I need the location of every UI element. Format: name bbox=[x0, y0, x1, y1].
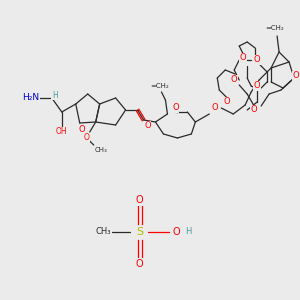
Text: OH: OH bbox=[56, 128, 68, 136]
Text: O: O bbox=[136, 259, 143, 269]
Text: =CH₂: =CH₂ bbox=[266, 25, 284, 31]
Text: O: O bbox=[78, 124, 85, 134]
Text: O: O bbox=[136, 195, 143, 205]
Text: S: S bbox=[136, 227, 143, 237]
Text: H: H bbox=[52, 91, 58, 100]
Text: O: O bbox=[293, 71, 299, 80]
Text: O: O bbox=[240, 53, 247, 62]
Text: O: O bbox=[254, 82, 260, 91]
Text: CH₃: CH₃ bbox=[96, 227, 111, 236]
Text: CH₃: CH₃ bbox=[94, 147, 107, 153]
Text: O: O bbox=[84, 134, 90, 142]
Text: H: H bbox=[185, 227, 192, 236]
Text: O: O bbox=[224, 98, 231, 106]
Text: O: O bbox=[212, 103, 219, 112]
Text: =CH₂: =CH₂ bbox=[150, 83, 169, 89]
Text: O: O bbox=[144, 122, 151, 130]
Text: O: O bbox=[231, 76, 238, 85]
Text: H₂N: H₂N bbox=[22, 94, 39, 103]
Text: O: O bbox=[251, 106, 257, 115]
Text: O: O bbox=[172, 103, 179, 112]
Text: O: O bbox=[254, 56, 260, 64]
Text: O: O bbox=[172, 227, 180, 237]
